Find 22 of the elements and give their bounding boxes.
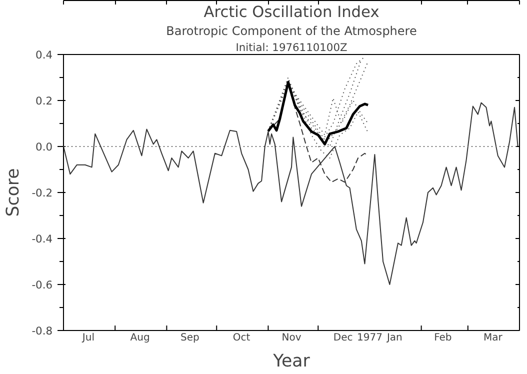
chart-subtitle: Barotropic Component of the Atmosphere [166, 24, 417, 38]
x-tick-label: 1977 [356, 332, 382, 344]
x-tick-label: Mar [483, 332, 504, 344]
x-tick-label: Jan [386, 332, 402, 344]
x-tick-label: Feb [434, 332, 452, 344]
y-axis-title: Score [4, 168, 24, 217]
y-tick-label: -0.4 [32, 232, 53, 246]
x-tick-label: Dec [333, 332, 353, 344]
y-tick-label: -0.8 [32, 324, 53, 338]
chart-title: Arctic Oscillation Index [204, 3, 380, 21]
y-tick-label: 0.0 [36, 140, 53, 154]
x-tick-label: Oct [232, 332, 250, 344]
y-tick-label: -0.2 [32, 186, 53, 200]
x-tick-label: Nov [282, 332, 302, 344]
text: Initial: 1976110100Z [236, 41, 348, 54]
x-tick-label: Jul [81, 332, 95, 344]
x-tick-label: Sep [180, 332, 200, 344]
x-tick-label: Aug [130, 332, 150, 344]
y-tick-label: -0.6 [32, 278, 53, 292]
x-axis-title: Year [272, 352, 311, 372]
y-tick-label: 0.4 [36, 48, 53, 62]
y-tick-label: 0.2 [36, 94, 53, 108]
